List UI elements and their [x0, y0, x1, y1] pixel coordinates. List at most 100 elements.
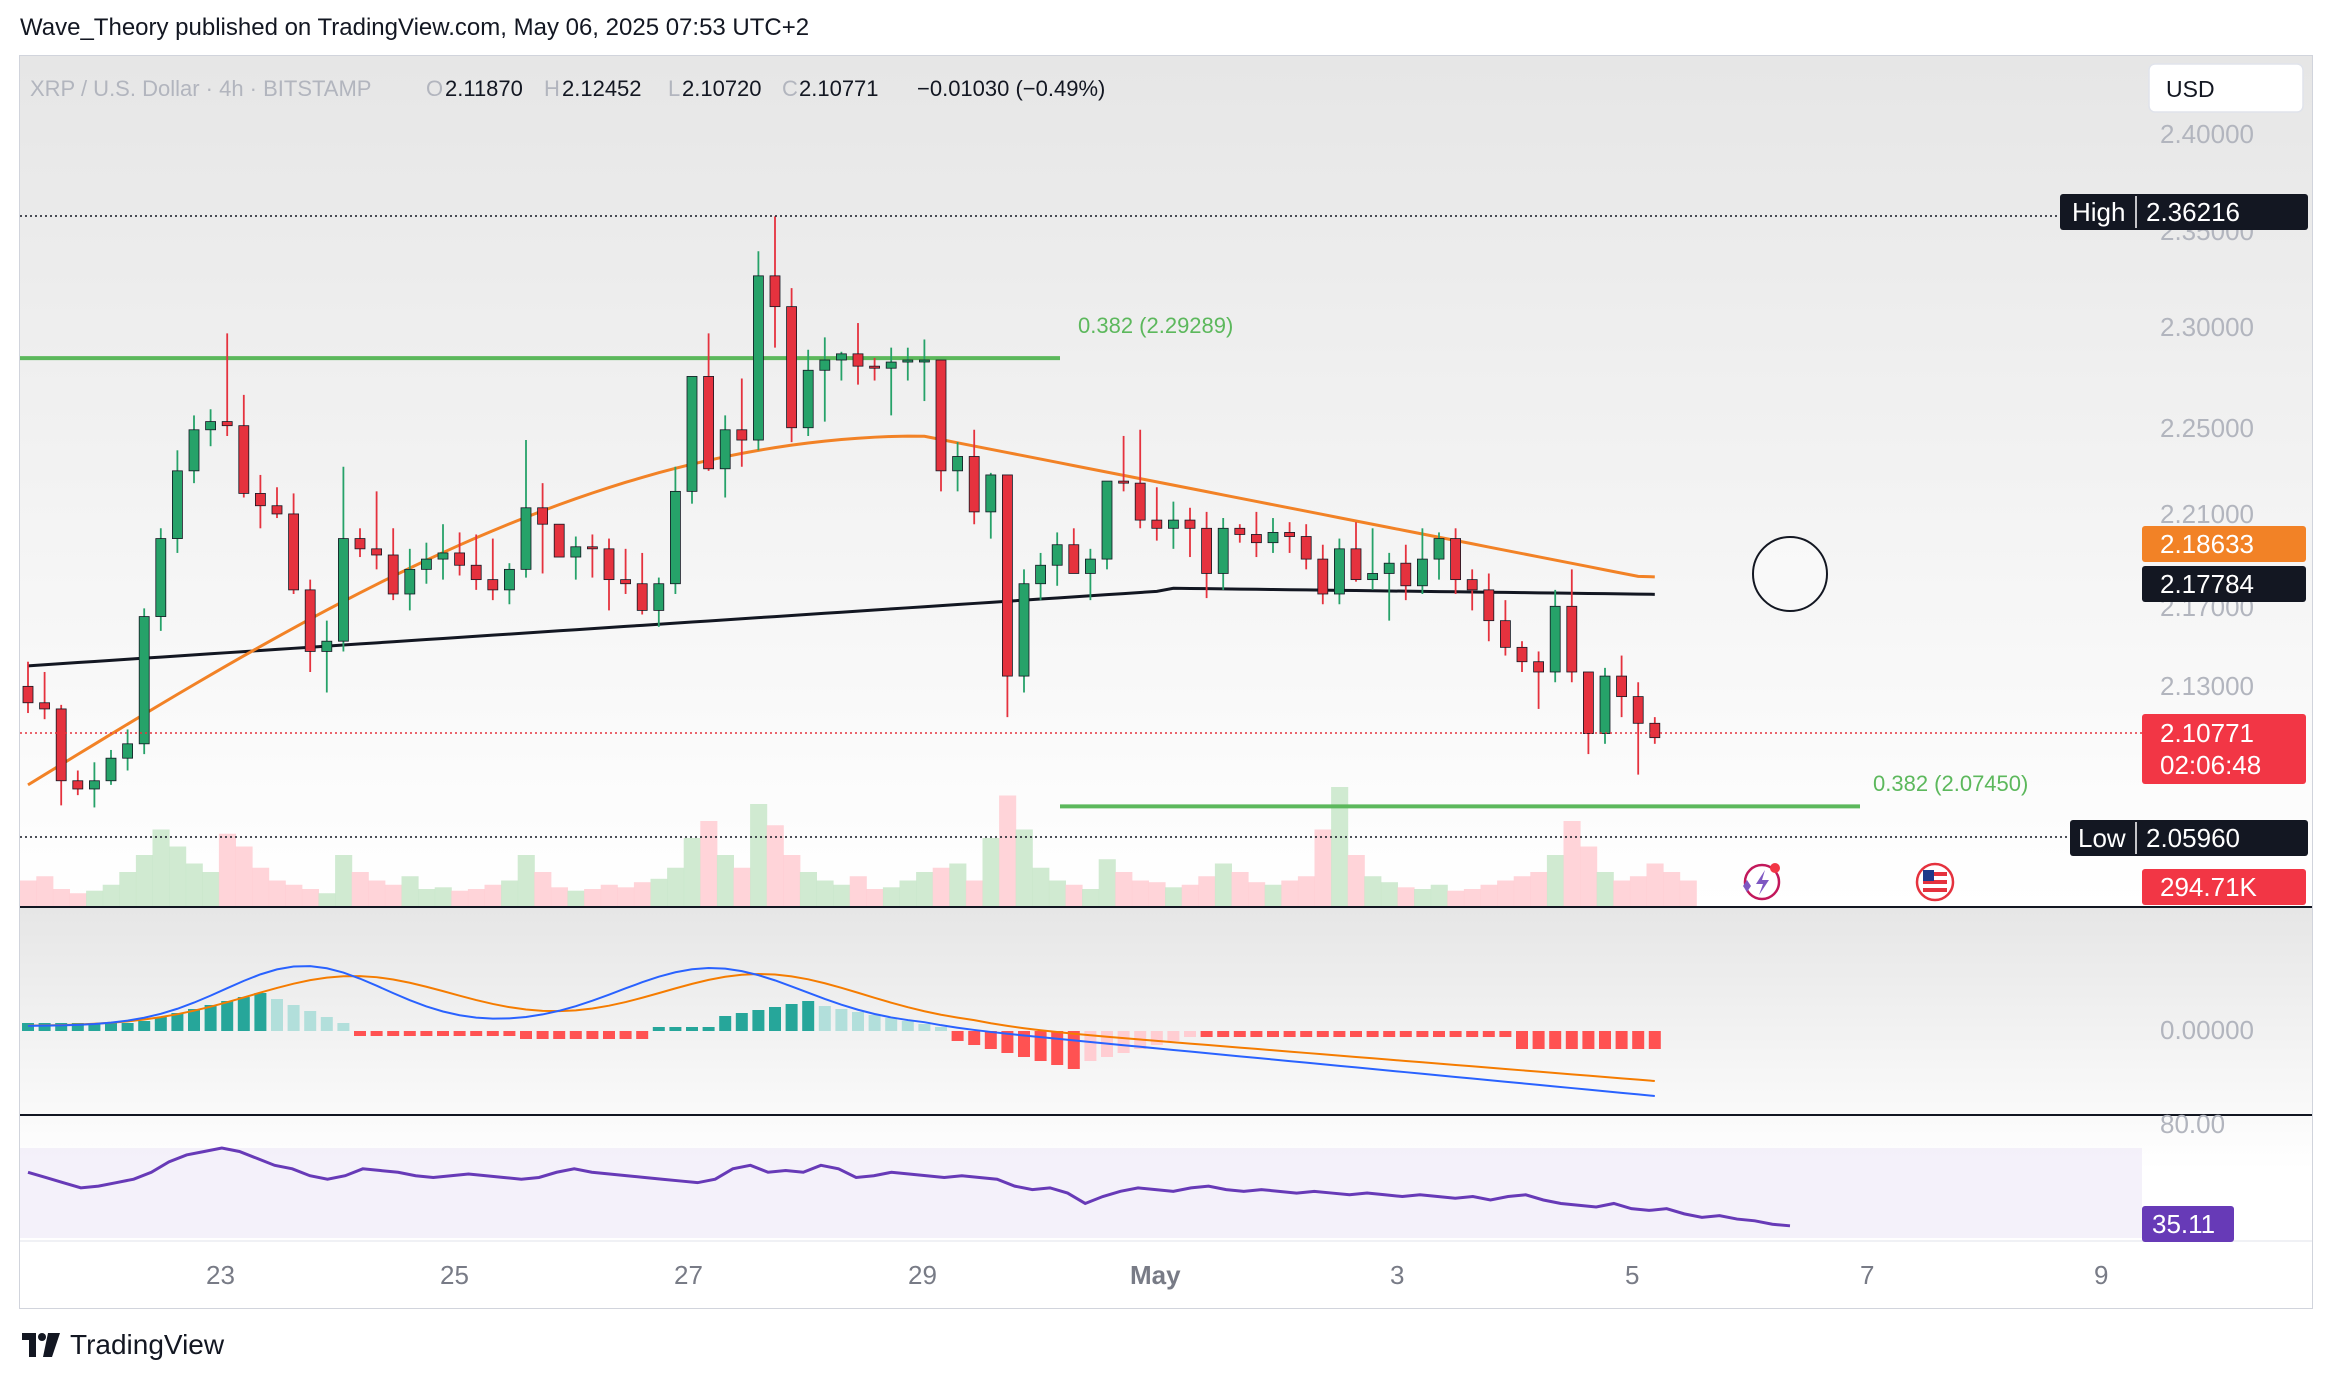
volume-bar: [833, 884, 851, 906]
macd-histogram-bar: [387, 1031, 400, 1036]
candle-body: [1317, 558, 1329, 595]
macd-histogram-bar: [304, 1011, 317, 1031]
macd-histogram-bar: [1333, 1031, 1346, 1037]
legend-low-label: L: [668, 76, 680, 101]
candle: [587, 534, 598, 578]
candle: [1051, 532, 1063, 586]
candle: [22, 661, 34, 714]
macd-histogram-bar: [901, 1021, 914, 1031]
volume-tag-value: 294.71K: [2160, 872, 2258, 902]
candle: [89, 762, 100, 808]
volume-bar: [1131, 880, 1149, 906]
candle: [1101, 480, 1113, 570]
candle: [1300, 524, 1312, 570]
symbol-legend[interactable]: XRP / U.S. Dollar · 4h · BITSTAMP O 2.11…: [30, 76, 1105, 101]
macd-histogram-bar: [1582, 1031, 1595, 1049]
macd-histogram-bar: [221, 1001, 234, 1031]
volume-bar: [467, 889, 485, 906]
volume-bar: [69, 893, 87, 906]
macd-histogram-bar: [1449, 1031, 1462, 1037]
macd-histogram-bar: [88, 1023, 101, 1031]
volume-bar: [1281, 880, 1299, 906]
time-tick: 7: [1860, 1260, 1874, 1290]
candle-body: [885, 361, 897, 369]
currency-label[interactable]: USD: [2166, 76, 2215, 102]
macd-histogram-bar: [1034, 1031, 1047, 1061]
candle: [1400, 544, 1412, 601]
macd-histogram-bar: [22, 1023, 34, 1031]
volume-bar: [584, 889, 602, 906]
macd-histogram-bar: [320, 1017, 333, 1031]
macd-histogram-bar: [852, 1012, 864, 1031]
volume-bar: [52, 889, 70, 906]
volume-bar: [1530, 872, 1548, 906]
price-axis[interactable]: 2.40000 2.35000 2.30000 2.25000 2.21000 …: [2160, 119, 2254, 1139]
candle-body: [271, 505, 283, 515]
volume-bar: [1679, 880, 1697, 906]
macd-histogram-bar: [935, 1027, 947, 1031]
low-tag-label: Low: [2078, 823, 2126, 853]
volume-bar: [1563, 821, 1581, 906]
candle-body: [1632, 696, 1644, 724]
macd-histogram-bar: [984, 1031, 997, 1049]
volume-bar: [135, 855, 153, 906]
price-tick: 2.25000: [2160, 413, 2254, 443]
chart-canvas[interactable]: XRP / U.S. Dollar · 4h · BITSTAMP O 2.11…: [19, 56, 2312, 1308]
candle: [769, 216, 781, 348]
macd-histogram-bar: [785, 1004, 798, 1031]
time-axis[interactable]: 23 25 27 29 May 3 5 7 9: [206, 1260, 2108, 1290]
candle-body: [1101, 480, 1113, 560]
legend-symbol[interactable]: XRP / U.S. Dollar · 4h · BITSTAMP: [30, 76, 371, 101]
candle: [371, 491, 383, 570]
candle: [188, 415, 200, 484]
candle-body: [1168, 519, 1179, 529]
macd-histogram-bar: [1217, 1031, 1230, 1037]
candle: [786, 288, 797, 443]
annotation-circle[interactable]: [1752, 536, 1828, 612]
volume-bar: [1430, 884, 1448, 906]
candle-body: [1566, 605, 1578, 673]
volume-bar: [633, 882, 651, 906]
candle: [1168, 501, 1179, 549]
candle: [620, 548, 631, 594]
candle: [1549, 589, 1561, 683]
volume-bar: [1447, 890, 1465, 906]
us-flag-event-icon[interactable]: [1915, 862, 1955, 902]
candle-body: [1002, 474, 1013, 677]
macd-histogram-bar: [1433, 1031, 1445, 1037]
tradingview-logo-icon: [22, 1333, 60, 1357]
candle: [138, 608, 150, 755]
candle-body: [1450, 538, 1461, 581]
candle-body: [470, 564, 482, 581]
candle: [288, 493, 300, 594]
candle-body: [570, 546, 582, 558]
rsi-axis-tick: 80.00: [2160, 1109, 2225, 1139]
candle-body: [39, 702, 51, 710]
candle-body: [221, 421, 233, 427]
macd-histogram-bar: [38, 1023, 51, 1031]
macd-histogram-bar: [1549, 1031, 1562, 1049]
candle-body: [703, 376, 714, 470]
macd-histogram-bar: [287, 1005, 300, 1031]
candle: [337, 466, 349, 652]
volume-bar: [1115, 872, 1133, 906]
macd-histogram-bar: [951, 1031, 964, 1041]
candle-body: [304, 589, 316, 652]
lightning-event-icon[interactable]: [1743, 863, 1781, 901]
candle-body: [404, 568, 416, 595]
time-tick: 3: [1390, 1260, 1404, 1290]
candle-body: [670, 490, 681, 585]
legend-open-label: O: [426, 76, 443, 101]
volume-bar: [1065, 884, 1083, 906]
candle-body: [1234, 527, 1246, 535]
macd-histogram-bar: [1499, 1031, 1512, 1037]
macd-histogram-bar: [1383, 1031, 1396, 1037]
macd-histogram-bar: [138, 1021, 151, 1031]
macd-histogram-bar: [171, 1013, 184, 1031]
ma-line: [27, 586, 1655, 668]
macd-histogram-bar: [1233, 1031, 1246, 1037]
candle: [1184, 507, 1196, 558]
currency-button[interactable]: USD: [2148, 63, 2304, 113]
candles-layer[interactable]: [22, 216, 1661, 808]
tradingview-logo[interactable]: TradingView: [22, 1328, 224, 1362]
